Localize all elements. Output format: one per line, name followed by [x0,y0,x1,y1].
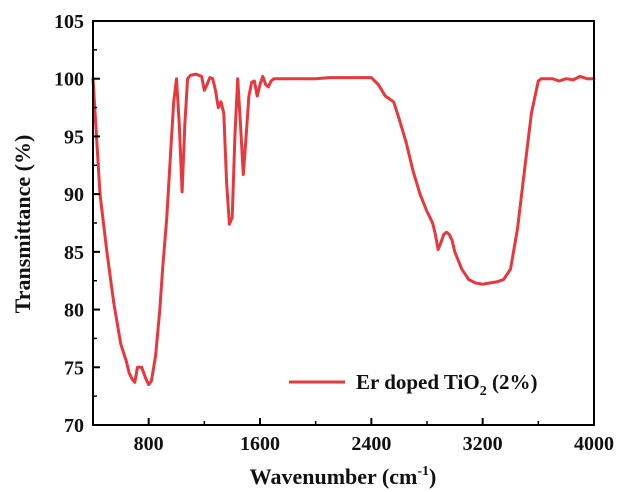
y-tick-label: 105 [54,11,84,33]
legend: Er doped TiO2 (2%) [289,370,537,399]
y-tick-label: 80 [64,300,84,322]
x-axis-title-sup: -1 [417,464,429,479]
y-tick-label: 95 [64,126,84,148]
x-tick-label: 4000 [574,433,614,455]
x-axis-title-end: ) [429,464,436,489]
y-tick-label: 85 [64,242,84,264]
legend-label-end: (2%) [487,370,538,394]
y-tick-label: 90 [64,184,84,206]
legend-label-main: Er doped TiO [356,370,480,394]
x-axis-title-main: Wavenumber (cm [250,464,418,489]
x-tick-label: 800 [134,433,164,455]
y-axis-title: Transmittance (%) [10,135,35,314]
x-tick-label: 2400 [351,433,391,455]
x-axis: 800 1600 2400 3200 4000 [92,418,614,455]
legend-label: Er doped TiO2 (2%) [356,370,537,399]
y-tick-label: 75 [64,357,84,379]
legend-label-sub: 2 [480,384,487,399]
y-axis: 70 75 80 85 90 95 100 105 [54,11,100,437]
x-tick-label: 3200 [463,433,503,455]
x-tick-label: 1600 [240,433,280,455]
x-axis-title: Wavenumber (cm-1) [250,464,437,489]
y-tick-label: 70 [64,415,84,437]
plot-area [91,20,596,426]
y-tick-label: 100 [54,69,84,91]
series-line [91,72,596,387]
